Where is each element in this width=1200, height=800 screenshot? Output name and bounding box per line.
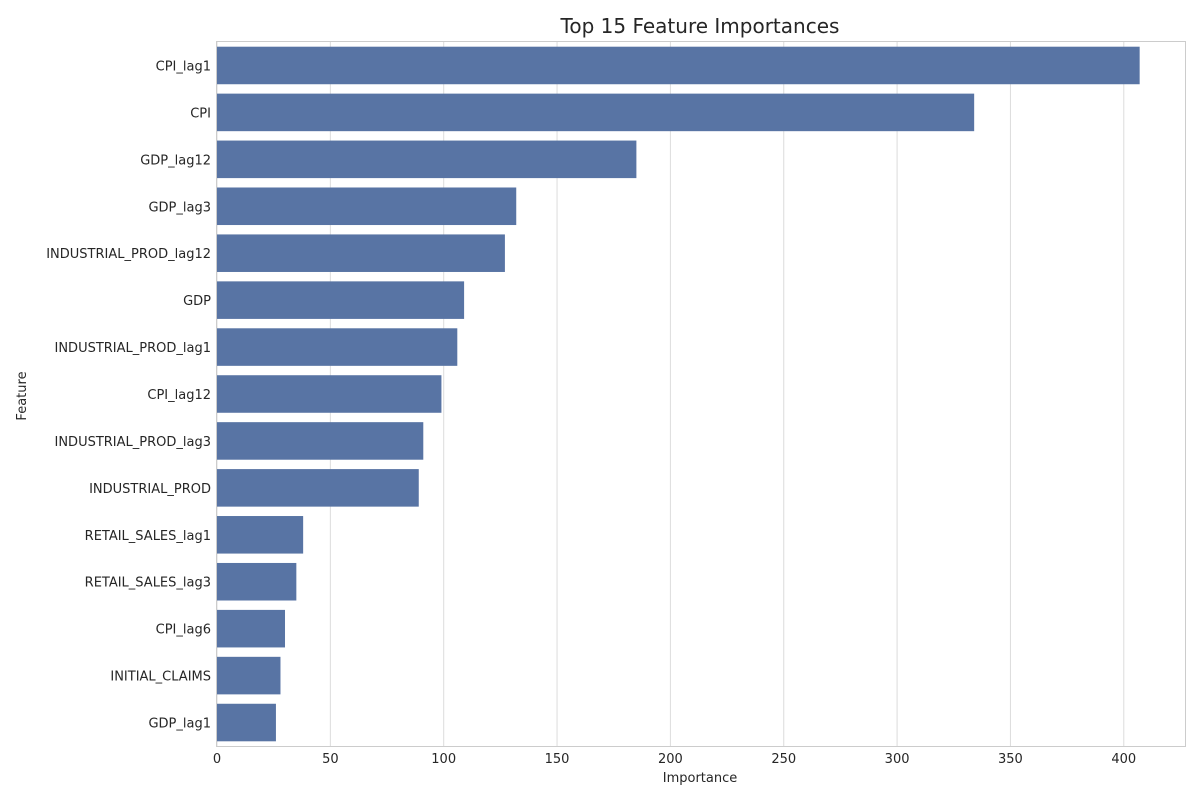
y-tick-label: GDP_lag12: [140, 153, 211, 168]
bar-industrial-prod-lag12: [217, 234, 505, 272]
x-tick-label: 100: [431, 752, 456, 767]
y-tick-label: INDUSTRIAL_PROD: [89, 482, 211, 497]
x-tick-label: 0: [213, 752, 221, 767]
y-tick-label: CPI_lag1: [156, 59, 211, 74]
bar-initial-claims: [217, 656, 281, 695]
bar-industrial-prod: [217, 469, 419, 507]
bar-retail-sales-lag3: [217, 562, 297, 601]
x-tick-labels: 0 50 100 150 200 250 300 350 400: [213, 752, 1136, 767]
y-tick-label: GDP_lag1: [148, 717, 211, 732]
y-tick-label: INDUSTRIAL_PROD_lag12: [46, 247, 211, 262]
x-tick-label: 250: [771, 752, 796, 767]
y-tick-label: INDUSTRIAL_PROD_lag1: [55, 341, 212, 356]
y-tick-label: INITIAL_CLAIMS: [110, 670, 211, 685]
x-tick-label: 150: [545, 752, 570, 767]
y-tick-label: CPI: [190, 106, 211, 121]
y-axis-label: Feature: [15, 371, 30, 420]
chart-title: Top 15 Feature Importances: [560, 14, 840, 38]
x-tick-label: 350: [998, 752, 1023, 767]
bar-gdp-lag12: [217, 140, 637, 179]
x-tick-label: 400: [1111, 752, 1136, 767]
bar-gdp-lag1: [217, 703, 276, 742]
y-tick-label: RETAIL_SALES_lag3: [85, 576, 211, 591]
x-tick-label: 200: [658, 752, 683, 767]
bar-gdp-lag3: [217, 187, 517, 226]
bar-industrial-prod-lag3: [217, 422, 424, 460]
bar-cpi: [217, 93, 975, 132]
bar-cpi-lag12: [217, 375, 442, 413]
bar-cpi-lag6: [217, 609, 286, 648]
y-tick-label: GDP_lag3: [148, 200, 211, 215]
y-tick-label: CPI_lag12: [147, 388, 211, 403]
x-tick-label: 50: [322, 752, 339, 767]
bar-gdp: [217, 281, 465, 319]
y-tick-labels: CPI_lag1 CPI GDP_lag12 GDP_lag3 INDUSTRIAL_P…: [46, 59, 211, 731]
x-tick-label: 300: [885, 752, 910, 767]
bar-retail-sales-lag1: [217, 516, 304, 554]
bar-cpi-lag1: [217, 46, 1140, 85]
plot-frame: [216, 41, 1186, 747]
bars: [217, 46, 1140, 742]
bar-industrial-prod-lag1: [217, 328, 458, 366]
y-tick-label: CPI_lag6: [156, 623, 211, 638]
y-tick-label: RETAIL_SALES_lag1: [85, 529, 211, 544]
y-tick-label: INDUSTRIAL_PROD_lag3: [55, 435, 212, 450]
x-axis-label: Importance: [663, 771, 738, 786]
y-tick-label: GDP: [183, 294, 211, 309]
